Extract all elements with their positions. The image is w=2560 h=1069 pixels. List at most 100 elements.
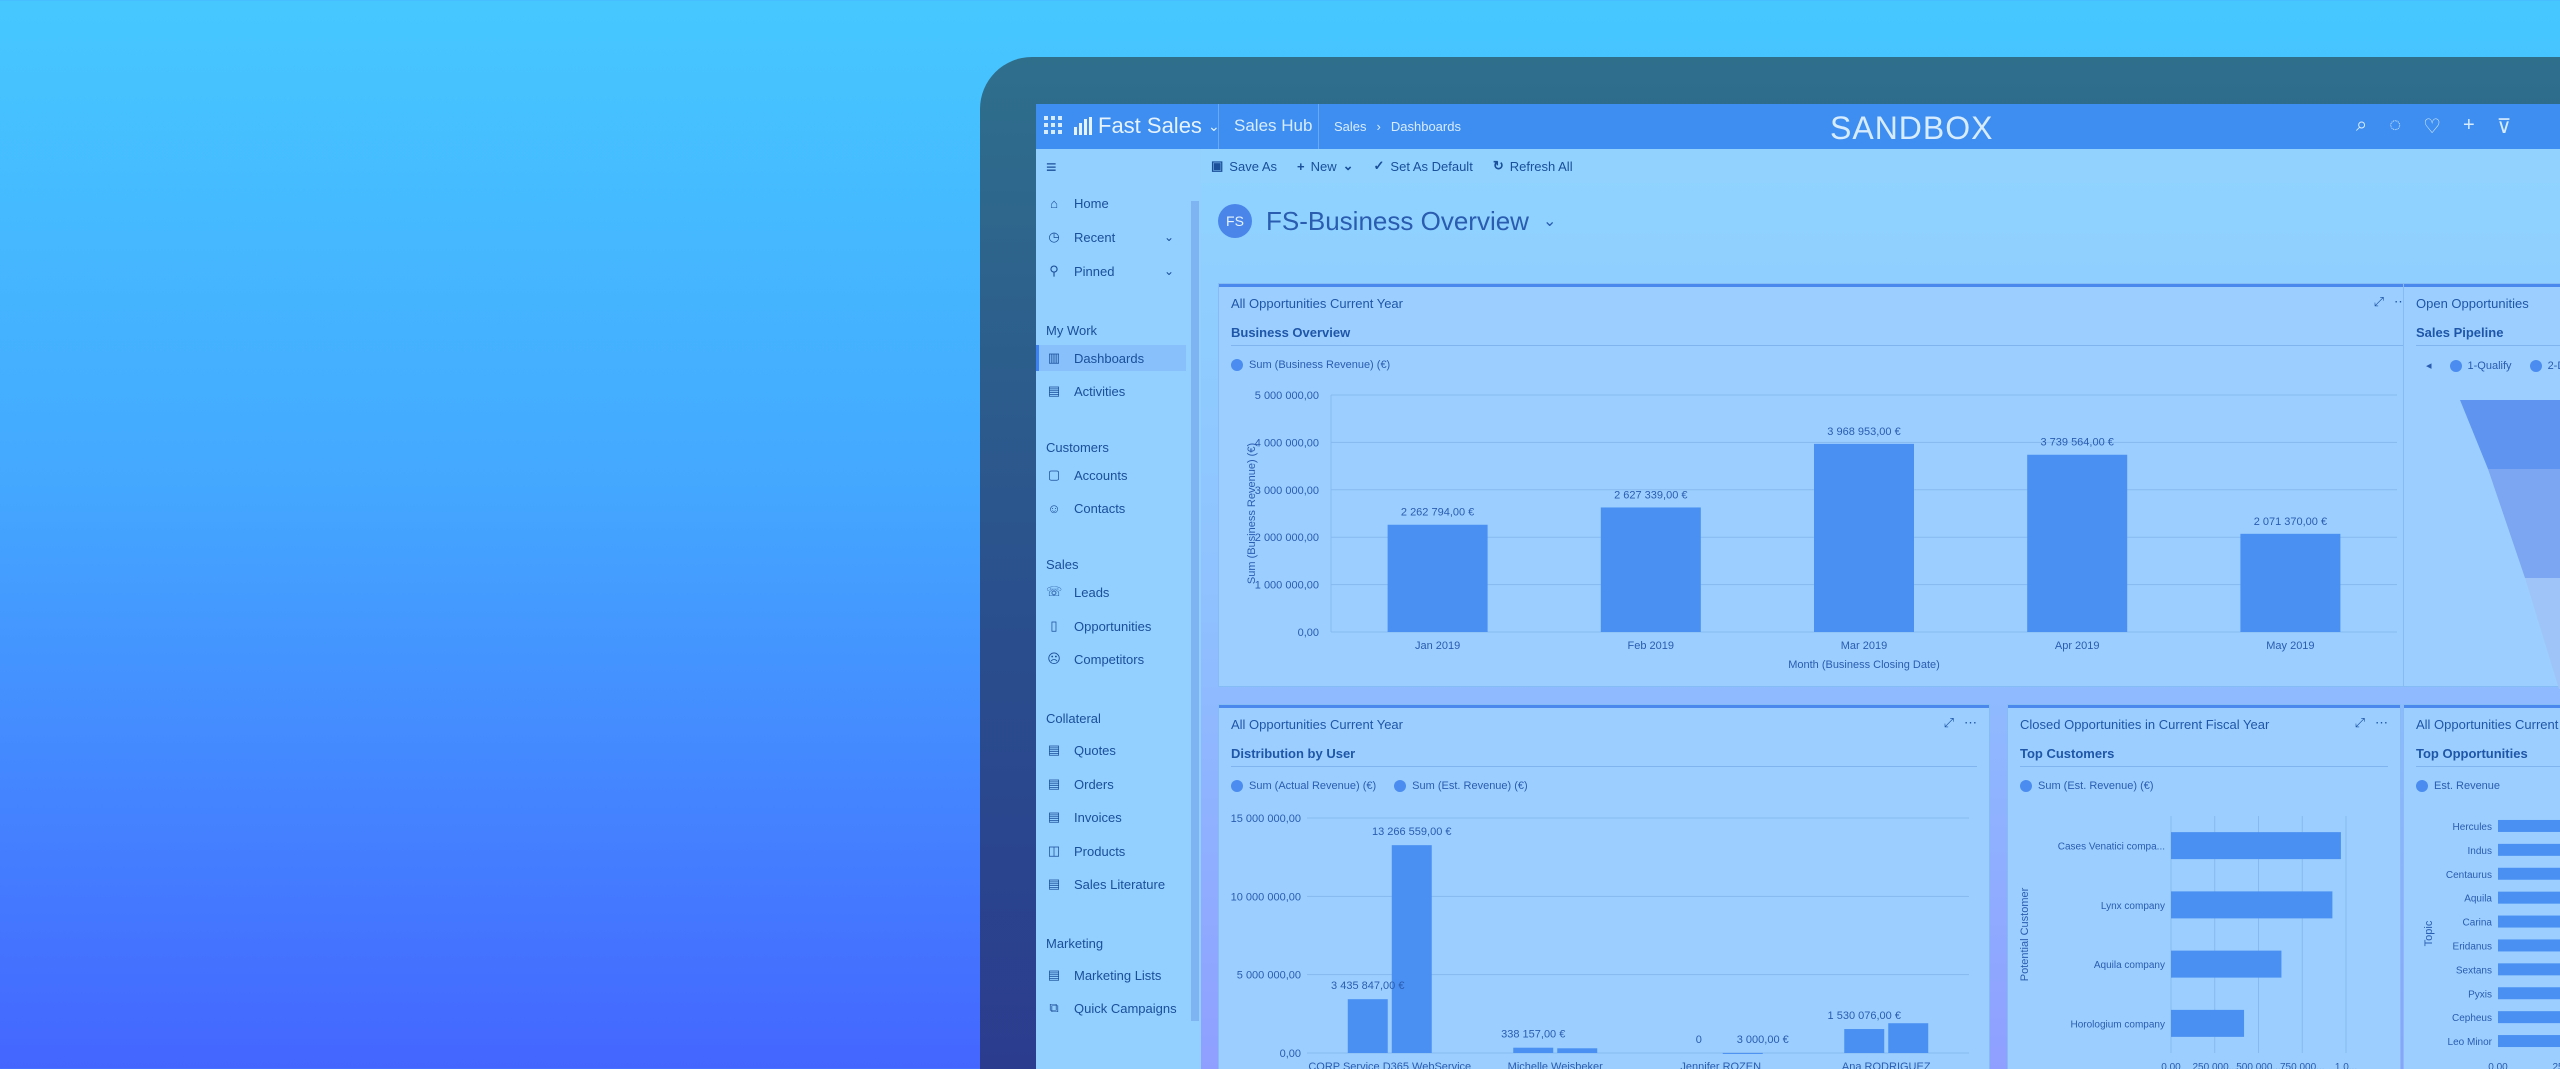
y-tick-label: 15 000 000,00 bbox=[1231, 813, 1301, 825]
app-launcher-icon[interactable] bbox=[1044, 116, 1062, 134]
legend-item[interactable]: Sum (Est. Revenue) (€) bbox=[1394, 780, 1528, 792]
sidebar-item-label: Products bbox=[1074, 843, 1126, 859]
sidebar-item-home[interactable]: ⌂ Home bbox=[1046, 192, 1109, 214]
legend-swatch bbox=[2449, 359, 2462, 372]
sidebar-item-pinned[interactable]: ⚲ Pinned ⌄ bbox=[1046, 260, 1174, 282]
sidebar-scrollbar[interactable] bbox=[1191, 201, 1199, 1021]
legend-item[interactable]: 1-Qualify bbox=[2449, 359, 2512, 372]
sidebar-item-marketing-lists[interactable]: ▤ Marketing Lists bbox=[1046, 964, 1162, 986]
task-icon[interactable]: ◌ bbox=[2389, 114, 2402, 136]
legend-swatch bbox=[2416, 780, 2428, 792]
expand-icon[interactable]: ⤢ bbox=[2373, 294, 2384, 309]
sidebar-item-quotes[interactable]: ▤ Quotes bbox=[1046, 739, 1116, 761]
product-icon: ◫ bbox=[1047, 843, 1061, 858]
legend-label: Sum (Est. Revenue) (€) bbox=[1412, 780, 1528, 792]
chevron-down-icon[interactable]: ⌄ bbox=[1164, 264, 1175, 278]
bar bbox=[1722, 1052, 1763, 1054]
y-tick-label: 0,00 bbox=[1298, 627, 1319, 639]
legend-swatch bbox=[1231, 780, 1243, 792]
set-default-label: Set As Default bbox=[1390, 158, 1473, 174]
sidebar-item-label: Sales Literature bbox=[1074, 876, 1166, 892]
data-label: 1 530 076,00 € bbox=[1828, 1010, 1901, 1022]
expand-icon[interactable]: ⤢ bbox=[2354, 715, 2365, 730]
new-button[interactable]: + New ⌄ bbox=[1297, 158, 1354, 174]
bar bbox=[1391, 845, 1432, 1053]
save-as-button[interactable]: ▣ Save As bbox=[1211, 158, 1277, 174]
distribution-by-user-panel: All Opportunities Current Year ⤢ ⋯ Distri… bbox=[1219, 705, 1989, 1069]
sidebar: ≡ ⌂ Home ◷ Recent ⌄ ⚲ Pinned ⌄ My Work ▥… bbox=[1036, 149, 1201, 1069]
sidebar-item-recent[interactable]: ◷ Recent ⌄ bbox=[1046, 226, 1174, 248]
opportunity-icon: ▯ bbox=[1050, 618, 1058, 633]
expand-icon[interactable]: ⤢ bbox=[1943, 715, 1954, 730]
bar bbox=[1888, 1023, 1929, 1053]
sidebar-item-sales-literature[interactable]: ▤ Sales Literature bbox=[1046, 873, 1165, 895]
bar bbox=[2498, 963, 2560, 976]
bar bbox=[1557, 1048, 1598, 1053]
funnel-segment bbox=[2488, 469, 2560, 578]
sidebar-item-label: Invoices bbox=[1074, 809, 1122, 825]
refresh-label: Refresh All bbox=[1509, 158, 1573, 174]
sidebar-item-products[interactable]: ◫ Products bbox=[1046, 840, 1125, 862]
legend-item[interactable]: Sum (Est. Revenue) (€) bbox=[2020, 780, 2154, 792]
sidebar-item-quick-campaigns[interactable]: ⧉ Quick Campaigns bbox=[1046, 997, 1176, 1019]
sidebar-item-opportunities[interactable]: ▯ Opportunities bbox=[1046, 615, 1151, 637]
bar bbox=[2498, 987, 2560, 1000]
refresh-icon: ↻ bbox=[1492, 158, 1504, 173]
sidebar-item-competitors[interactable]: ☹ Competitors bbox=[1046, 648, 1144, 670]
y-tick-label: Cases Venatici compa... bbox=[2058, 842, 2165, 853]
sidebar-item-leads[interactable]: ☏ Leads bbox=[1046, 581, 1109, 603]
sidebar-item-label: Activities bbox=[1074, 383, 1126, 399]
panel-header: Open Opportunities bbox=[2416, 296, 2529, 311]
sidebar-item-orders[interactable]: ▤ Orders bbox=[1046, 773, 1114, 795]
refresh-all-button[interactable]: ↻ Refresh All bbox=[1493, 158, 1573, 174]
sidebar-item-label: Opportunities bbox=[1074, 618, 1152, 634]
more-icon[interactable]: ⋯ bbox=[2375, 715, 2388, 730]
plus-icon[interactable]: + bbox=[2463, 114, 2475, 136]
sidebar-item-label: Recent bbox=[1074, 229, 1116, 245]
sidebar-item-accounts[interactable]: ▢ Accounts bbox=[1046, 464, 1128, 486]
home-icon: ⌂ bbox=[1050, 195, 1058, 211]
app-name[interactable]: Fast Sales ⌄ bbox=[1074, 113, 1220, 139]
x-tick-label: Jan 2019 bbox=[1415, 640, 1460, 652]
bar bbox=[1844, 1029, 1885, 1053]
sidebar-item-invoices[interactable]: ▤ Invoices bbox=[1046, 806, 1122, 828]
more-icon[interactable]: ⋯ bbox=[1964, 715, 1977, 730]
hub-name[interactable]: Sales Hub bbox=[1234, 116, 1313, 135]
filter-icon[interactable]: ⊽ bbox=[2496, 116, 2512, 138]
legend-prev-icon[interactable]: ◂ bbox=[2426, 360, 2432, 372]
y-tick-label: Aquila company bbox=[2094, 960, 2165, 971]
sidebar-item-label: Home bbox=[1074, 195, 1109, 211]
chevron-down-icon[interactable]: ⌄ bbox=[1342, 158, 1354, 173]
dashboard-icon: ▥ bbox=[1047, 350, 1061, 365]
data-label: 3 435 847,00 € bbox=[1331, 980, 1404, 992]
sidebar-item-dashboards[interactable]: ▥ Dashboards bbox=[1046, 347, 1144, 369]
breadcrumb-item[interactable]: Sales bbox=[1334, 119, 1367, 134]
menu-icon[interactable]: ≡ bbox=[1046, 157, 1057, 177]
y-tick-label: Carina bbox=[2463, 918, 2493, 929]
more-icon[interactable]: ⋯ bbox=[2394, 294, 2407, 309]
sales-pipeline-funnel bbox=[2460, 400, 2560, 689]
chevron-down-icon[interactable]: ⌄ bbox=[1164, 230, 1175, 244]
legend-item[interactable]: Est. Revenue bbox=[2416, 780, 2500, 792]
bar bbox=[2498, 939, 2560, 952]
breadcrumb-item[interactable]: Dashboards bbox=[1390, 119, 1461, 134]
set-default-button[interactable]: ✓ Set As Default bbox=[1374, 158, 1473, 174]
legend-item[interactable]: Sum (Business Revenue) (€) bbox=[1231, 359, 1390, 371]
sidebar-section-title: Sales bbox=[1046, 557, 1079, 572]
sidebar-item-activities[interactable]: ▤ Activities bbox=[1046, 380, 1125, 402]
data-label: 3 739 564,00 € bbox=[2040, 437, 2113, 449]
competitor-icon: ☹ bbox=[1047, 651, 1061, 666]
legend-item[interactable]: Sum (Actual Revenue) (€) bbox=[1231, 780, 1376, 792]
legend-item[interactable]: 2-Dev bbox=[2529, 359, 2560, 372]
sidebar-item-contacts[interactable]: ☺ Contacts bbox=[1046, 497, 1125, 519]
chevron-down-icon[interactable]: ⌄ bbox=[1542, 213, 1557, 230]
dashboard-title[interactable]: FS-Business Overview bbox=[1266, 205, 1529, 236]
literature-icon: ▤ bbox=[1047, 876, 1061, 891]
sidebar-item-label: Contacts bbox=[1074, 500, 1126, 516]
y-axis-title: Potential Customer bbox=[2019, 887, 2031, 981]
search-icon[interactable]: ⌕ bbox=[2356, 114, 2368, 136]
quote-icon: ▤ bbox=[1047, 742, 1061, 757]
app-name-label: Fast Sales bbox=[1098, 113, 1202, 138]
bar bbox=[2498, 867, 2560, 880]
lightbulb-icon[interactable]: ♡ bbox=[2423, 116, 2442, 138]
